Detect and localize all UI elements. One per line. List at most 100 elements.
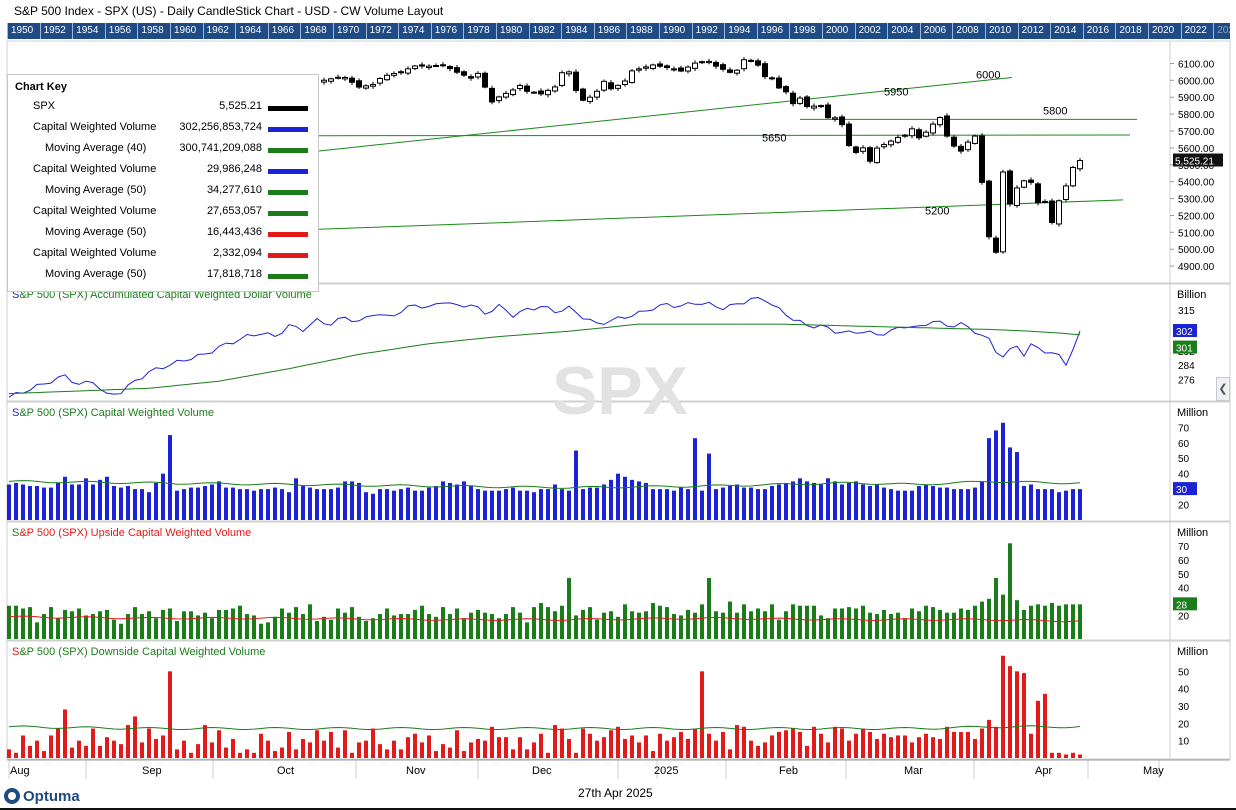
year-label[interactable]: 1958 xyxy=(137,23,170,39)
year-label[interactable]: 1976 xyxy=(430,23,464,39)
volume-bar xyxy=(931,486,935,520)
year-label[interactable]: 2006 xyxy=(919,23,953,39)
year-label[interactable]: 2022 xyxy=(1180,23,1214,39)
year-label[interactable]: 2010 xyxy=(985,23,1018,39)
volume-bar xyxy=(833,608,837,639)
chart-area[interactable]: SPX 6000 5950 5800 5650 5200 Aug Sep Oct Nov Dec… xyxy=(0,0,1236,782)
year-label[interactable]: 1992 xyxy=(691,23,725,39)
chart-key-row[interactable]: Moving Average (50) 34,277,610 xyxy=(8,181,318,202)
year-label[interactable]: 1980 xyxy=(496,23,529,39)
year-label[interactable]: 1988 xyxy=(626,23,659,39)
year-label[interactable]: 1970 xyxy=(333,23,366,39)
chart-key-label: SPX xyxy=(33,100,56,112)
chart-key-row[interactable]: Capital Weighted Volume 2,332,094 xyxy=(8,244,318,265)
year-label[interactable]: 2018 xyxy=(1115,23,1148,39)
volume-bar xyxy=(595,619,599,639)
volume-bar xyxy=(798,478,802,520)
volume-bar xyxy=(497,618,501,639)
chart-key-row[interactable]: SPX 5,525.21 xyxy=(8,97,318,118)
volume-bar xyxy=(819,615,823,639)
volume-bar xyxy=(812,726,816,758)
year-label[interactable]: 1982 xyxy=(528,23,562,39)
candle-body xyxy=(342,76,348,80)
volume-tick-label: 60 xyxy=(1178,556,1190,567)
chart-key-row[interactable]: Capital Weighted Volume 29,986,248 xyxy=(8,160,318,181)
candle-body xyxy=(811,105,817,109)
year-label[interactable]: 2000 xyxy=(822,23,855,39)
year-label[interactable]: 1972 xyxy=(365,23,399,39)
volume-bar xyxy=(938,487,942,520)
year-label[interactable]: 1998 xyxy=(789,23,822,39)
chart-key-row[interactable]: Moving Average (40) 300,741,209,088 xyxy=(8,139,318,160)
candle-body xyxy=(1021,180,1027,188)
year-label[interactable]: 1968 xyxy=(300,23,333,39)
panel-frame xyxy=(6,401,1231,522)
year-strip[interactable]: 1950 1952 1954 1956 1958 1960 1962 1964 1966 1968… xyxy=(7,23,1230,39)
year-label[interactable]: 1960 xyxy=(170,23,203,39)
chart-key-title: Chart Key xyxy=(15,81,67,93)
volume-bar xyxy=(385,608,389,639)
volume-bar xyxy=(567,490,571,520)
volume-bar xyxy=(980,481,984,520)
year-label[interactable]: 2024 xyxy=(1213,23,1230,39)
volume-bar xyxy=(539,489,543,520)
line-tick-label: 276 xyxy=(1178,375,1195,386)
candle-body xyxy=(965,141,971,151)
volume-bar xyxy=(574,450,578,520)
year-label[interactable]: 2016 xyxy=(1082,23,1116,39)
volume-bar xyxy=(616,473,620,520)
year-label[interactable]: 1954 xyxy=(72,23,105,39)
year-label[interactable]: 1962 xyxy=(202,23,236,39)
year-label[interactable]: 2008 xyxy=(952,23,985,39)
volume-bar xyxy=(98,745,102,758)
candle-body xyxy=(370,84,376,87)
volume-bar xyxy=(889,614,893,639)
year-label[interactable]: 2020 xyxy=(1148,23,1181,39)
volume-bar xyxy=(189,752,193,758)
chart-key[interactable]: Chart Key SPX 5,525.21 Capital Weighted Vo… xyxy=(7,74,319,292)
volume-bar xyxy=(959,489,963,520)
candle-body xyxy=(678,67,684,72)
year-label[interactable]: 1986 xyxy=(593,23,627,39)
volume-bar xyxy=(420,742,424,758)
volume-bar xyxy=(791,481,795,520)
year-label[interactable]: 1966 xyxy=(267,23,301,39)
volume-bar xyxy=(553,611,557,639)
chart-key-row[interactable]: Moving Average (50) 16,443,436 xyxy=(8,223,318,244)
volume-bar xyxy=(259,623,263,639)
volume-bar xyxy=(770,735,774,758)
volume-bar xyxy=(245,614,249,639)
year-label[interactable]: 1964 xyxy=(235,23,268,39)
chart-key-value: 29,986,248 xyxy=(206,163,262,175)
year-label[interactable]: 1996 xyxy=(756,23,790,39)
volume-bar xyxy=(777,619,781,639)
volume-bar xyxy=(462,618,466,639)
candle-body xyxy=(552,86,558,92)
chart-key-row[interactable]: Capital Weighted Volume 27,653,057 xyxy=(8,202,318,223)
volume-bar xyxy=(231,738,235,758)
year-label[interactable]: 1974 xyxy=(398,23,431,39)
year-label[interactable]: 2012 xyxy=(1017,23,1051,39)
volume-bar xyxy=(441,744,445,758)
volume-bar xyxy=(749,740,753,758)
year-label[interactable]: 2014 xyxy=(1050,23,1083,39)
chart-key-row[interactable]: Capital Weighted Volume 302,256,853,724 xyxy=(8,118,318,139)
volume-bar xyxy=(938,738,942,758)
volume-bar xyxy=(105,476,109,520)
volume-bar xyxy=(896,735,900,758)
year-label[interactable]: 1950 xyxy=(7,23,40,39)
collapse-panel-button[interactable]: ❮ xyxy=(1216,377,1230,401)
year-label[interactable]: 1984 xyxy=(561,23,594,39)
volume-bar xyxy=(259,489,263,520)
year-label[interactable]: 1990 xyxy=(659,23,692,39)
year-label[interactable]: 1952 xyxy=(39,23,73,39)
year-label[interactable]: 1978 xyxy=(463,23,496,39)
volume-bar xyxy=(637,481,641,520)
year-label[interactable]: 2004 xyxy=(887,23,920,39)
year-label[interactable]: 1956 xyxy=(104,23,138,39)
footer: Optuma 27th Apr 2025 xyxy=(0,782,1236,810)
year-label[interactable]: 1994 xyxy=(724,23,757,39)
candle-body xyxy=(1028,179,1034,183)
year-label[interactable]: 2002 xyxy=(854,23,888,39)
chart-key-row[interactable]: Moving Average (50) 17,818,718 xyxy=(8,265,318,286)
